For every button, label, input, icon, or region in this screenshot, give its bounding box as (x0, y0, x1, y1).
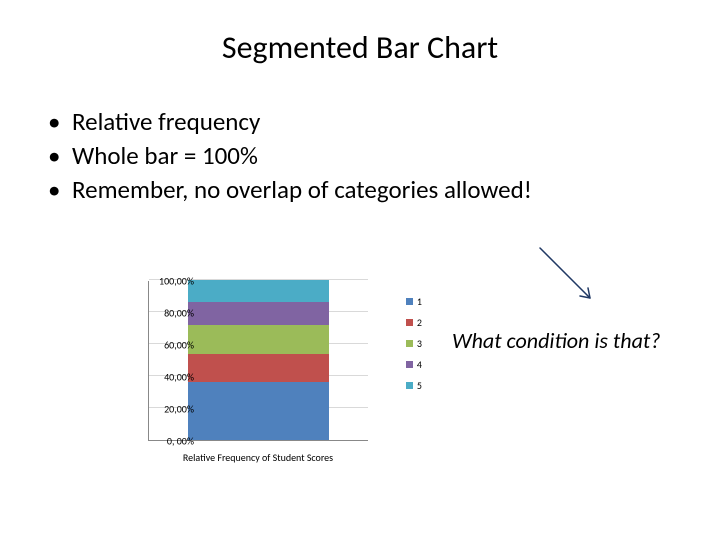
legend-swatch (406, 340, 413, 347)
y-tick-label: 100,00% (138, 275, 194, 288)
legend-item: 2 (406, 316, 422, 329)
bar-segment (188, 354, 328, 383)
y-tick-label: 20,00% (138, 403, 194, 416)
legend-item: 1 (406, 295, 422, 308)
segmented-bar-chart: 0, 00%20,00%40,00%60,00%80,00%100,00% 12… (88, 275, 418, 485)
y-tick-label: 0, 00% (138, 435, 194, 448)
chart-legend: 1 2 3 4 5 (406, 295, 422, 400)
bullet-list: Relative frequency Whole bar = 100% Reme… (0, 87, 720, 206)
legend-swatch (406, 298, 413, 305)
plot-area (148, 281, 368, 441)
legend-item: 4 (406, 358, 422, 371)
bullet-item: Remember, no overlap of categories allow… (48, 173, 720, 207)
bar-segment (188, 280, 328, 302)
bar-segment (188, 382, 328, 440)
legend-item: 3 (406, 337, 422, 350)
y-tick-label: 60,00% (138, 339, 194, 352)
legend-label: 5 (417, 379, 422, 392)
legend-swatch (406, 361, 413, 368)
bar-segment (188, 325, 328, 354)
legend-item: 5 (406, 379, 422, 392)
bar-segment (188, 302, 328, 324)
bullet-item: Relative frequency (48, 105, 720, 139)
legend-label: 4 (417, 358, 422, 371)
callout-text: What condition is that? (452, 328, 682, 354)
legend-label: 3 (417, 337, 422, 350)
slide-title: Segmented Bar Chart (0, 0, 720, 87)
callout-arrow-icon (532, 240, 602, 310)
x-axis-label: Relative Frequency of Student Scores (148, 451, 368, 464)
legend-swatch (406, 319, 413, 326)
bar-stack (188, 280, 328, 440)
legend-swatch (406, 382, 413, 389)
y-tick-label: 40,00% (138, 371, 194, 384)
legend-label: 2 (417, 316, 422, 329)
y-tick-label: 80,00% (138, 307, 194, 320)
bullet-item: Whole bar = 100% (48, 139, 720, 173)
legend-label: 1 (417, 295, 422, 308)
